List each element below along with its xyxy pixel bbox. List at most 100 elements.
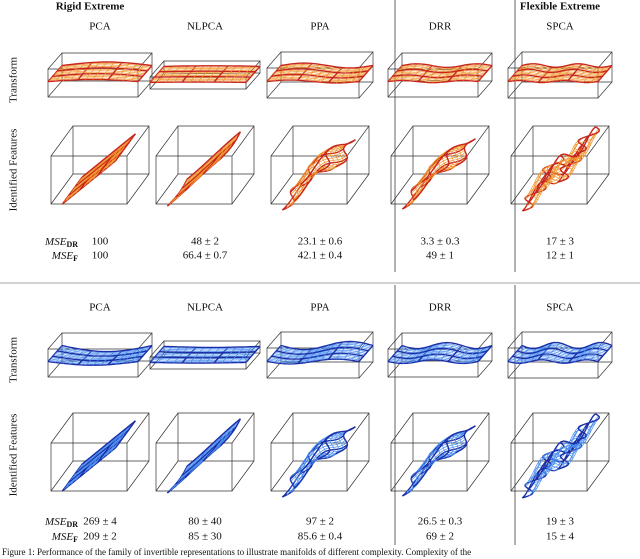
row-label: Transform	[8, 57, 20, 103]
box-edge	[390, 125, 414, 157]
box-front	[149, 76, 247, 90]
column-header: PPA	[310, 302, 329, 314]
box-edge	[466, 460, 490, 492]
box-edge	[477, 360, 493, 378]
surface-grid-line	[462, 63, 478, 81]
metric-subscript: DR	[66, 240, 78, 249]
box-edge	[466, 412, 490, 444]
surface-grid-line	[106, 427, 127, 456]
metric-value: 48 ± 2	[191, 236, 219, 248]
column-header: NLPCA	[187, 21, 223, 33]
surface-grid-line	[401, 63, 493, 69]
surface-grid-line	[470, 64, 485, 82]
surface-grid-line	[358, 345, 374, 362]
row-label: Transform	[8, 337, 20, 383]
surface-grid-line	[60, 63, 151, 68]
column-header: SPCA	[546, 302, 574, 314]
metric-label: MSEF	[51, 531, 78, 544]
box-back	[72, 125, 150, 175]
surface-grid-line	[335, 426, 356, 455]
column-plots	[266, 51, 374, 211]
metric-label: MSEF	[51, 250, 78, 263]
surface-grid-line	[297, 141, 351, 186]
metric-value: 100	[92, 250, 109, 262]
surface-grid-line	[237, 346, 253, 363]
metric-value: 80 ± 40	[188, 516, 222, 528]
box-edge	[155, 460, 179, 492]
metric-value: 209 ± 2	[83, 531, 117, 543]
box-edge	[358, 81, 374, 99]
surface-grid-line	[455, 425, 476, 454]
box-edge	[507, 361, 523, 379]
box-back	[177, 125, 255, 175]
box-edge	[507, 81, 523, 99]
box-edge	[50, 173, 74, 205]
surface-grid-line	[541, 413, 596, 472]
metric-value: 85 ± 30	[188, 531, 222, 543]
metric-value: 23.1 ± 0.6	[298, 236, 343, 248]
surface-grid-line	[417, 427, 472, 472]
surface-grid-line	[520, 343, 611, 350]
box-edge	[231, 412, 255, 444]
surface-grid-line	[417, 140, 472, 185]
metric-label: MSEDR	[44, 516, 78, 529]
surface-grid-line	[280, 62, 374, 69]
box-edge	[387, 332, 403, 350]
column-plots	[507, 331, 613, 499]
box-edge	[50, 125, 74, 157]
surface-grid-line	[351, 343, 366, 361]
box-edge	[270, 173, 294, 205]
surface-grid-line	[477, 65, 493, 83]
surface-grid-line	[110, 137, 132, 165]
surface-grid-line	[211, 426, 232, 454]
surface-grid-line	[462, 348, 478, 364]
surface-grid-line	[582, 66, 598, 83]
box-edge	[477, 52, 493, 70]
surface-grid-line	[343, 341, 358, 360]
metric-value: 269 ± 4	[83, 516, 117, 528]
column-plots	[507, 51, 613, 212]
surface-grid-line	[575, 413, 601, 442]
surface-grid-line	[237, 65, 253, 83]
column-header: DRR	[429, 302, 452, 314]
box-edge	[510, 173, 534, 205]
surface-grid-line	[186, 131, 241, 180]
metric-subscript: F	[73, 535, 78, 544]
box-edge	[270, 412, 294, 444]
surface-grid-line	[590, 342, 605, 361]
box-edge	[266, 331, 282, 349]
metric-subscript: F	[73, 254, 78, 263]
box-edge	[245, 352, 261, 370]
box-edge	[346, 173, 370, 205]
surface-grid-line	[159, 351, 256, 354]
metric-name: MSE	[44, 236, 67, 248]
box-edge	[126, 412, 150, 444]
surface-grid-line	[279, 342, 372, 352]
surface-grid-line	[185, 420, 240, 469]
surface-grid-line	[80, 135, 135, 180]
metric-subscript: DR	[66, 520, 78, 529]
surface-grid-line	[115, 133, 136, 162]
surface-grid-line	[110, 424, 132, 452]
box-edge	[466, 173, 490, 205]
column-header: DRR	[429, 21, 452, 33]
surface-grid-line	[545, 415, 599, 474]
surface-grid-line	[181, 140, 236, 189]
surface-grid-line	[115, 420, 136, 449]
surface-grid-line	[326, 143, 347, 172]
surface-grid-line	[566, 140, 591, 169]
caption: Figure 1: Performance of the family of i…	[2, 547, 471, 557]
box-edge	[390, 412, 414, 444]
surface-grid-line	[215, 135, 237, 163]
surface-grid-line	[161, 68, 258, 70]
box-edge	[477, 80, 493, 98]
metric-name: MSE	[51, 250, 74, 262]
box-edge	[126, 173, 150, 205]
surface-grid-line	[184, 136, 239, 184]
box-front	[270, 442, 348, 492]
surface-grid-line	[575, 126, 601, 155]
surface-grid-line	[400, 64, 491, 70]
surface-grid-line	[229, 65, 245, 83]
surface-grid-line	[81, 420, 136, 465]
surface-grid-line	[81, 133, 136, 178]
